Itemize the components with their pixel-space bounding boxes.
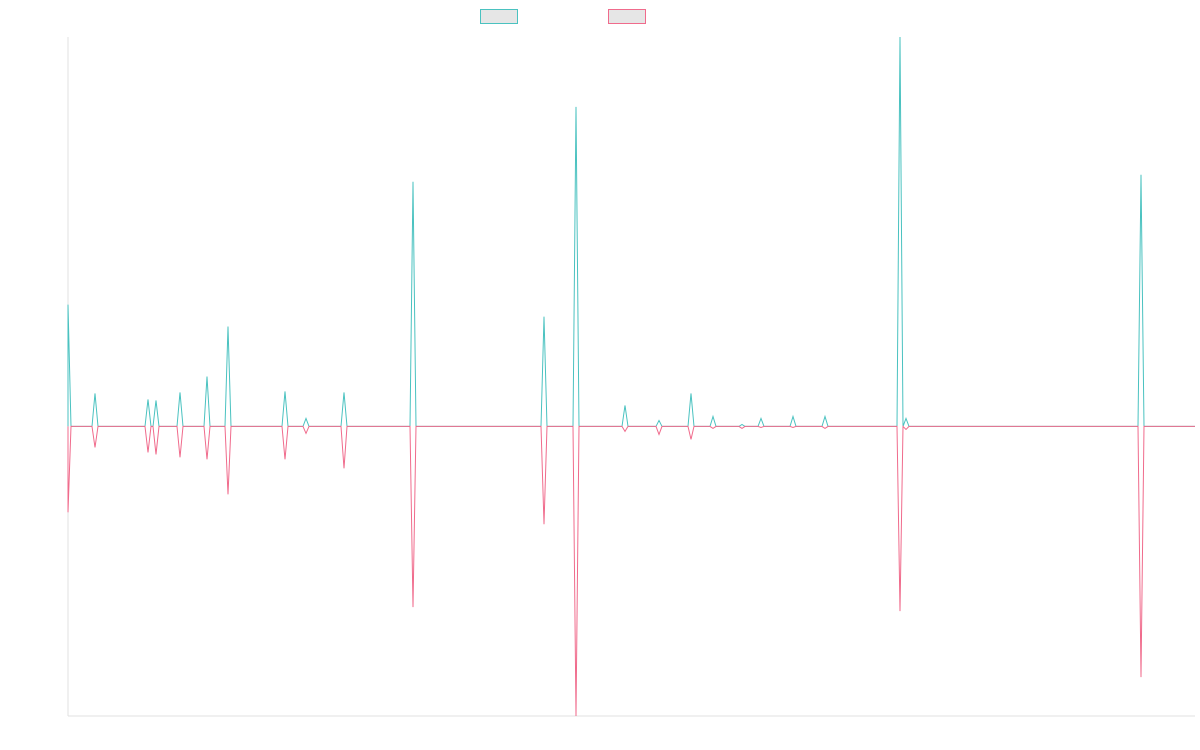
series-b	[66, 425, 1195, 718]
data-point[interactable]	[342, 390, 346, 394]
data-point[interactable]	[542, 315, 546, 319]
data-point[interactable]	[342, 466, 346, 470]
legend-item-series-a[interactable]	[480, 9, 524, 24]
data-point[interactable]	[66, 510, 70, 514]
data-point[interactable]	[66, 303, 70, 307]
data-point[interactable]	[226, 325, 230, 329]
legend-swatch-series-b	[608, 9, 646, 24]
data-point[interactable]	[154, 398, 158, 402]
data-point[interactable]	[898, 35, 902, 39]
data-point[interactable]	[205, 375, 209, 379]
data-point[interactable]	[623, 429, 627, 433]
data-point[interactable]	[411, 180, 415, 184]
data-point[interactable]	[93, 391, 97, 395]
data-point[interactable]	[823, 414, 827, 418]
data-point[interactable]	[898, 609, 902, 613]
data-point[interactable]	[689, 391, 693, 395]
data-point[interactable]	[791, 414, 795, 418]
data-point[interactable]	[711, 426, 715, 430]
data-point[interactable]	[904, 416, 908, 420]
series-a	[66, 35, 1195, 427]
legend-item-series-b[interactable]	[608, 9, 652, 24]
data-point[interactable]	[823, 426, 827, 430]
data-point[interactable]	[904, 427, 908, 431]
data-point[interactable]	[146, 397, 150, 401]
data-point[interactable]	[178, 390, 182, 394]
data-point[interactable]	[657, 432, 661, 436]
data-point[interactable]	[574, 105, 578, 109]
axes	[67, 37, 1195, 717]
data-point[interactable]	[1139, 675, 1143, 679]
data-point[interactable]	[623, 403, 627, 407]
data-point[interactable]	[740, 426, 744, 430]
data-point[interactable]	[283, 457, 287, 461]
data-point[interactable]	[304, 416, 308, 420]
legend-swatch-series-a	[480, 9, 518, 24]
data-point[interactable]	[411, 605, 415, 609]
data-point[interactable]	[542, 522, 546, 526]
data-point[interactable]	[304, 431, 308, 435]
data-point[interactable]	[93, 445, 97, 449]
data-point[interactable]	[178, 455, 182, 459]
series-line	[67, 36, 1195, 427]
data-point[interactable]	[146, 450, 150, 454]
data-point[interactable]	[689, 437, 693, 441]
legend	[480, 9, 652, 24]
data-point[interactable]	[791, 425, 795, 429]
series-layer	[66, 35, 1195, 718]
data-point[interactable]	[205, 457, 209, 461]
data-point[interactable]	[759, 425, 763, 429]
data-point[interactable]	[226, 492, 230, 496]
data-point[interactable]	[759, 416, 763, 420]
series-line	[67, 425, 1195, 717]
data-point[interactable]	[1139, 173, 1143, 177]
data-point[interactable]	[657, 418, 661, 422]
data-point[interactable]	[574, 714, 578, 718]
data-point[interactable]	[283, 389, 287, 393]
data-point[interactable]	[711, 414, 715, 418]
data-point[interactable]	[154, 452, 158, 456]
data-point[interactable]	[740, 422, 744, 426]
